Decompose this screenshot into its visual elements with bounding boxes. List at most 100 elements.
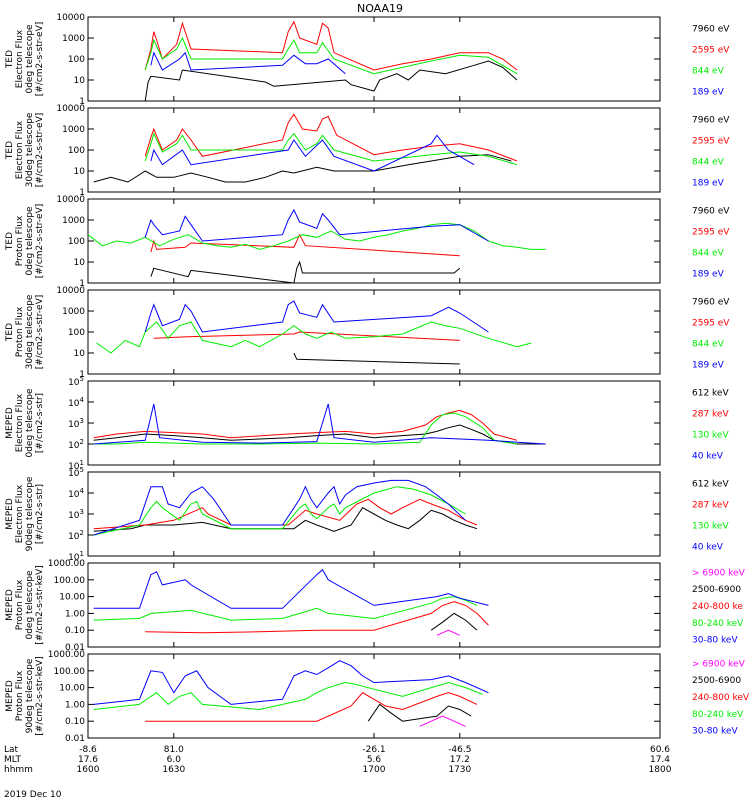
series-magenta <box>436 629 461 636</box>
legend-entry: 80-240 keV <box>692 619 744 629</box>
footer-value: -26.1 <box>362 745 385 755</box>
series-green <box>144 132 518 166</box>
footer-value: 60.6 <box>650 745 670 755</box>
legend-entry: 40 keV <box>692 452 724 462</box>
legend-entry: 7960 eV <box>692 298 730 308</box>
y-tick-label: 1 <box>79 370 85 380</box>
series-red <box>144 113 518 162</box>
y-tick-label: 103 <box>68 508 84 521</box>
series-green <box>144 36 518 75</box>
y-tick-label: 101 <box>68 550 84 563</box>
legend-entry: 2595 eV <box>692 228 730 238</box>
legend-entry: 7960 eV <box>692 25 730 35</box>
y-tick-label: 104 <box>68 396 84 409</box>
legend-entry: 130 keV <box>692 522 729 532</box>
footer-value: 5.6 <box>367 755 382 765</box>
legend-entry: > 6900 keV <box>692 568 746 578</box>
legend-entry: 130 keV <box>692 431 729 441</box>
series-green <box>93 596 478 621</box>
footer-value: 1600 <box>77 765 100 775</box>
y-tick-label: 10000 <box>56 104 85 114</box>
figure-title: NOAA19 <box>357 2 403 15</box>
y-tick-label: 10 <box>74 167 86 177</box>
legend-entry: 40 keV <box>692 543 724 553</box>
footer-value: 1630 <box>162 765 185 775</box>
footer-value: 1730 <box>448 765 471 775</box>
y-axis-label-line: 90deg telescope <box>25 476 35 551</box>
y-axis-label-line: [#/cm2-s-str] <box>35 393 45 453</box>
legend-entry: 287 keV <box>692 501 729 511</box>
y-axis-label-line: TED <box>5 323 15 342</box>
y-axis-label-line: MEPED <box>5 407 15 439</box>
series-black <box>293 352 460 365</box>
plot-frame <box>87 107 661 193</box>
series-red <box>145 601 489 634</box>
legend-entry: 240-800 keV <box>692 693 750 703</box>
y-axis-label-line: 0deg telescope <box>25 206 35 276</box>
y-tick-label: 0.01 <box>65 734 85 744</box>
series-red <box>144 20 518 71</box>
y-axis-label-line: [#/cm2-s-str-eV] <box>35 22 45 97</box>
y-axis-label-line: [#/cm2-s-str-eV] <box>35 113 45 188</box>
series-blue <box>93 660 489 705</box>
footer-row-label: Lat <box>4 745 19 755</box>
y-tick-label: 1000 <box>62 34 85 44</box>
panel-5: 101 102 103 104 105 MEPED Electron Flux 0deg te… <box>5 375 729 472</box>
legend-entry: 844 eV <box>692 249 725 259</box>
legend-entry: 80-240 keV <box>692 710 744 720</box>
footer-value: 1800 <box>649 765 672 775</box>
footer-value: -8.6 <box>79 745 97 755</box>
y-axis-label-line: TED <box>5 50 15 69</box>
footer-value: 6.0 <box>167 755 182 765</box>
y-tick-label: 100.00 <box>54 576 86 586</box>
y-tick-label: 1000 <box>62 216 85 226</box>
panel-7: 0.01 0.10 1.00 10.00 100.00 1000.00 MEPED Proto… <box>5 559 746 653</box>
y-tick-label: 1 <box>79 188 85 198</box>
legend-entry: 189 eV <box>692 88 725 98</box>
y-axis-label-line: Electron Flux <box>15 120 25 179</box>
series-blue <box>150 134 475 172</box>
y-tick-label: 0.10 <box>65 717 85 727</box>
y-tick-label: 100 <box>68 146 85 156</box>
series-black <box>93 424 546 445</box>
y-tick-label: 10 <box>74 349 86 359</box>
y-tick-label: 10000 <box>56 286 85 296</box>
y-tick-label: 1 <box>79 279 85 289</box>
y-axis-label-line: Proton Flux <box>15 579 25 630</box>
series-blue <box>93 403 546 445</box>
series-blue <box>144 300 489 333</box>
footer-value: 1700 <box>363 765 386 775</box>
series-blue <box>144 208 489 242</box>
series-blue <box>93 479 466 536</box>
y-tick-label: 1000.00 <box>48 650 85 660</box>
y-tick-label: 10.00 <box>59 684 85 694</box>
series-black <box>430 612 478 631</box>
y-tick-label: 100 <box>68 55 85 65</box>
legend-entry: 2500-6900 <box>692 585 741 595</box>
y-tick-label: 1000.00 <box>48 559 85 569</box>
y-tick-label: 100 <box>68 328 85 338</box>
series-red <box>93 409 518 441</box>
y-tick-label: 10 <box>74 76 86 86</box>
legend-entry: 189 eV <box>692 179 725 189</box>
legend-entry: 189 eV <box>692 361 725 371</box>
y-tick-label: 105 <box>68 466 84 479</box>
series-blue <box>150 51 346 75</box>
series-black <box>144 60 518 102</box>
y-tick-label: 1.00 <box>65 700 85 710</box>
legend-entry: > 6900 keV <box>692 659 746 669</box>
footer-value: -46.5 <box>448 745 471 755</box>
y-tick-label: 101 <box>68 459 84 472</box>
legend-entry: 2595 eV <box>692 137 730 147</box>
y-tick-label: 0.10 <box>65 626 85 636</box>
y-axis-label-line: Proton Flux <box>15 670 25 721</box>
y-axis-label-line: [#/cm2-s-str-keV] <box>35 565 45 644</box>
y-tick-label: 10.00 <box>59 593 85 603</box>
y-axis-label-line: [#/cm2-s-str-eV] <box>35 204 45 279</box>
date-label: 2019 Dec 10 <box>4 790 62 800</box>
legend-entry: 2500-6900 <box>692 676 741 686</box>
series-black <box>93 507 478 532</box>
y-tick-label: 10 <box>74 258 86 268</box>
